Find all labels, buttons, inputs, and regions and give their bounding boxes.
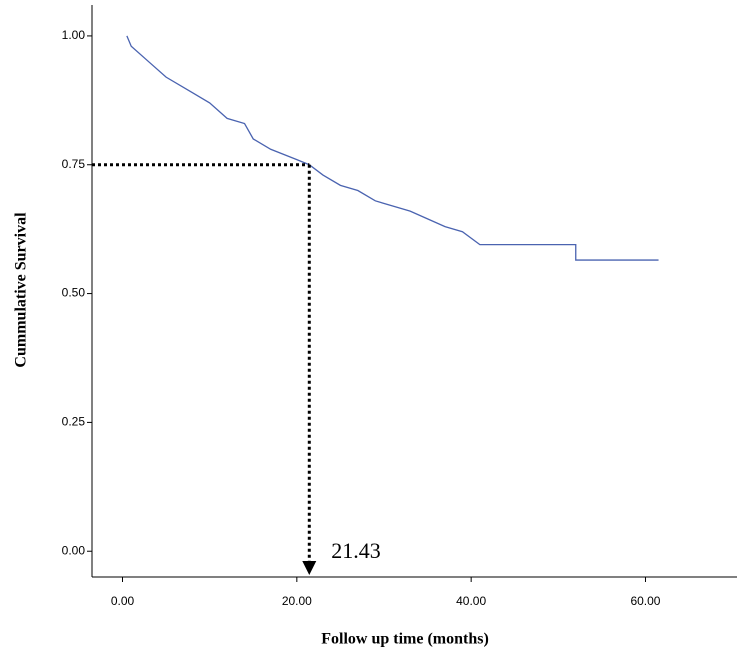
x-tick-label: 0.00 <box>111 594 135 608</box>
y-tick-label: 0.50 <box>62 286 86 300</box>
y-axis-label: Cummulative Survival <box>13 212 30 368</box>
survival-line <box>126 35 659 261</box>
y-tick-label: 0.25 <box>62 415 86 429</box>
annotation-arrow <box>302 561 317 575</box>
x-tick-label: 60.00 <box>630 594 660 608</box>
x-axis-label: Follow up time (months) <box>321 631 489 648</box>
annotation-label: 21.43 <box>331 538 381 563</box>
y-tick-label: 1.00 <box>62 28 86 42</box>
y-tick-label: 0.75 <box>62 157 86 171</box>
y-tick-label: 0.00 <box>62 543 86 557</box>
x-tick-label: 40.00 <box>456 594 486 608</box>
x-tick-label: 20.00 <box>282 594 312 608</box>
